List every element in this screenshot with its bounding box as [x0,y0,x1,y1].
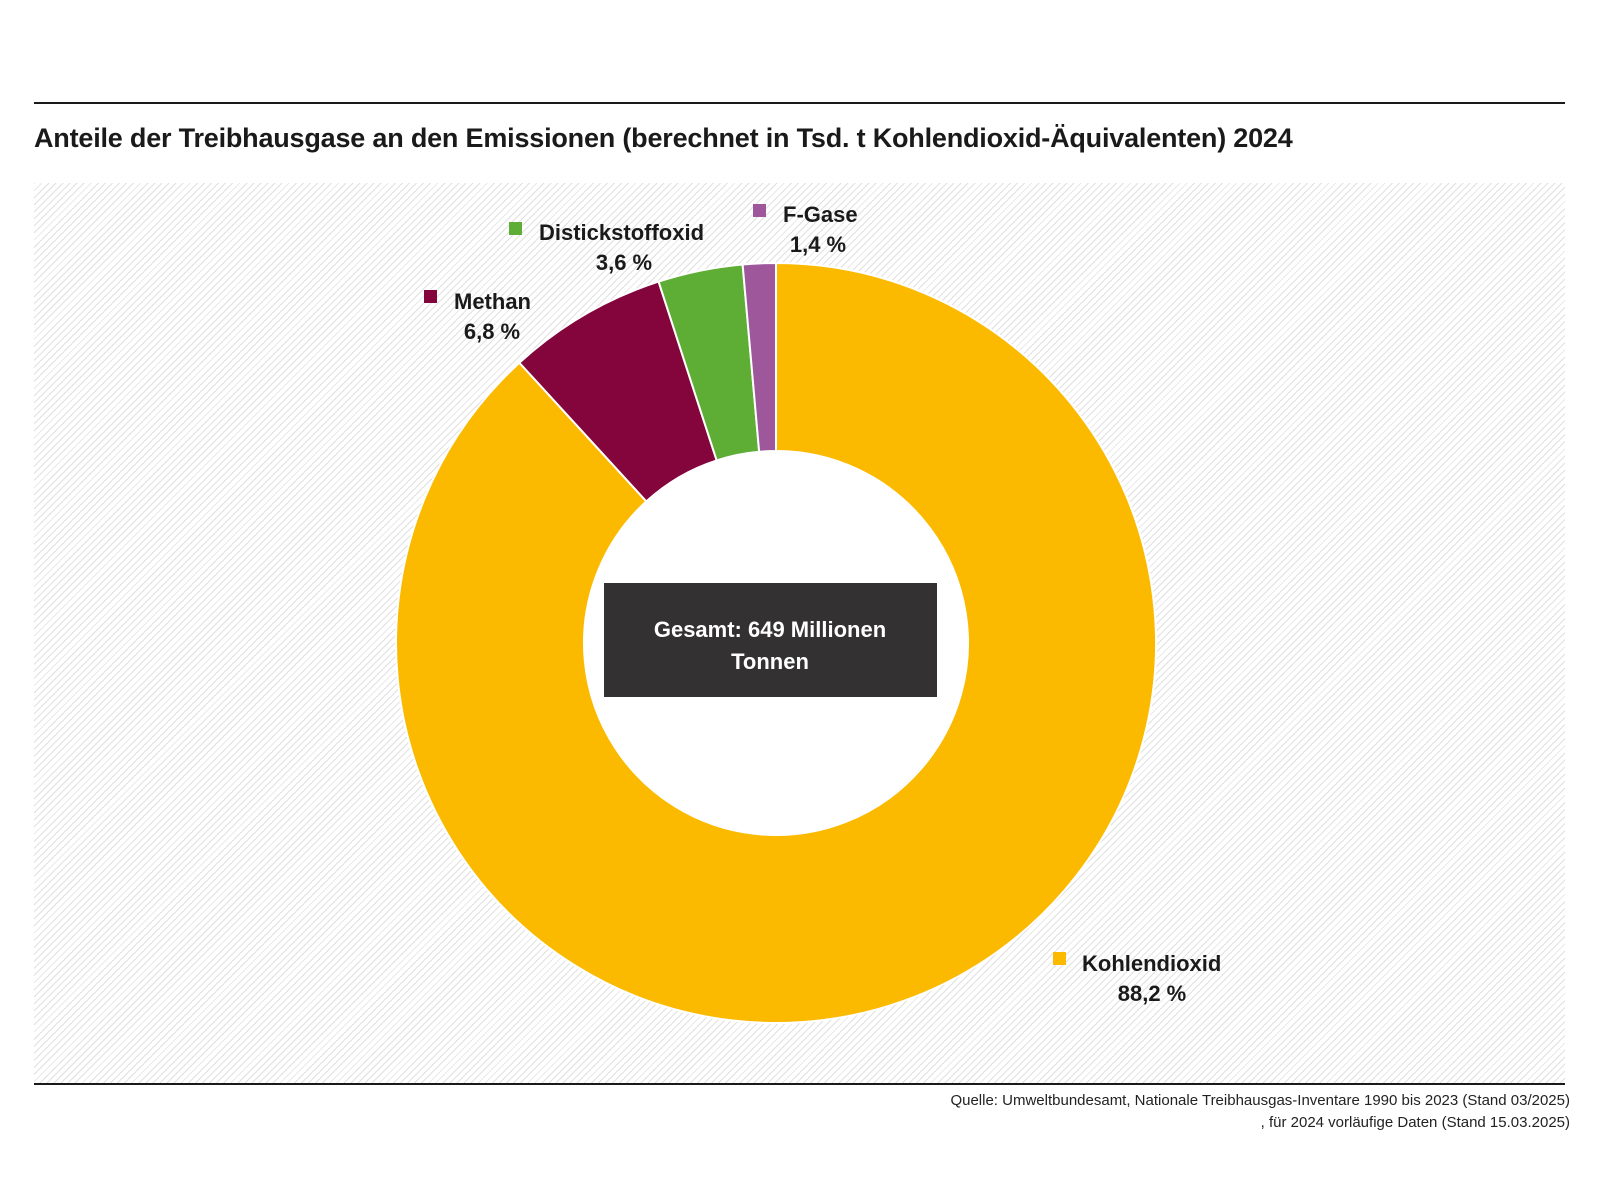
legend-swatch-methan [424,290,437,303]
slice-value-kohlendioxid: 88,2 % [1118,981,1187,1006]
slice-value-f-gase: 1,4 % [790,232,846,257]
slice-name-kohlendioxid: Kohlendioxid [1082,951,1221,976]
slice-name-f-gase: F-Gase [783,202,858,227]
slice-name-methan: Methan [454,289,531,314]
slice-labels: Kohlendioxid 88,2 % Methan 6,8 % Distickstof… [424,202,1221,1006]
legend-swatch-kohlendioxid [1053,952,1066,965]
donut-slices [395,261,1157,1024]
legend-swatch-distickstoffoxid [509,222,522,235]
slice-f-gase[interactable] [741,261,777,453]
slice-kohlendioxid[interactable] [395,261,1157,1024]
chart-title: Anteile der Treibhausgase an den Emissio… [34,123,1293,153]
top-rule [34,102,1565,104]
slice-value-distickstoffoxid: 3,6 % [596,250,652,275]
center-total-box [604,583,937,697]
source-note: Quelle: Umweltbundesamt, Nationale Treib… [950,1092,1570,1131]
slice-value-methan: 6,8 % [464,319,520,344]
center-total-line-2: Tonnen [731,649,809,674]
legend-swatch-f-gase [753,204,766,217]
slice-name-distickstoffoxid: Distickstoffoxid [539,220,704,245]
center-label-group: Gesamt: 649 Millionen Tonnen [604,583,937,697]
center-total-line-1: Gesamt: 649 Millionen [654,617,886,642]
bottom-rule [34,1083,1565,1085]
